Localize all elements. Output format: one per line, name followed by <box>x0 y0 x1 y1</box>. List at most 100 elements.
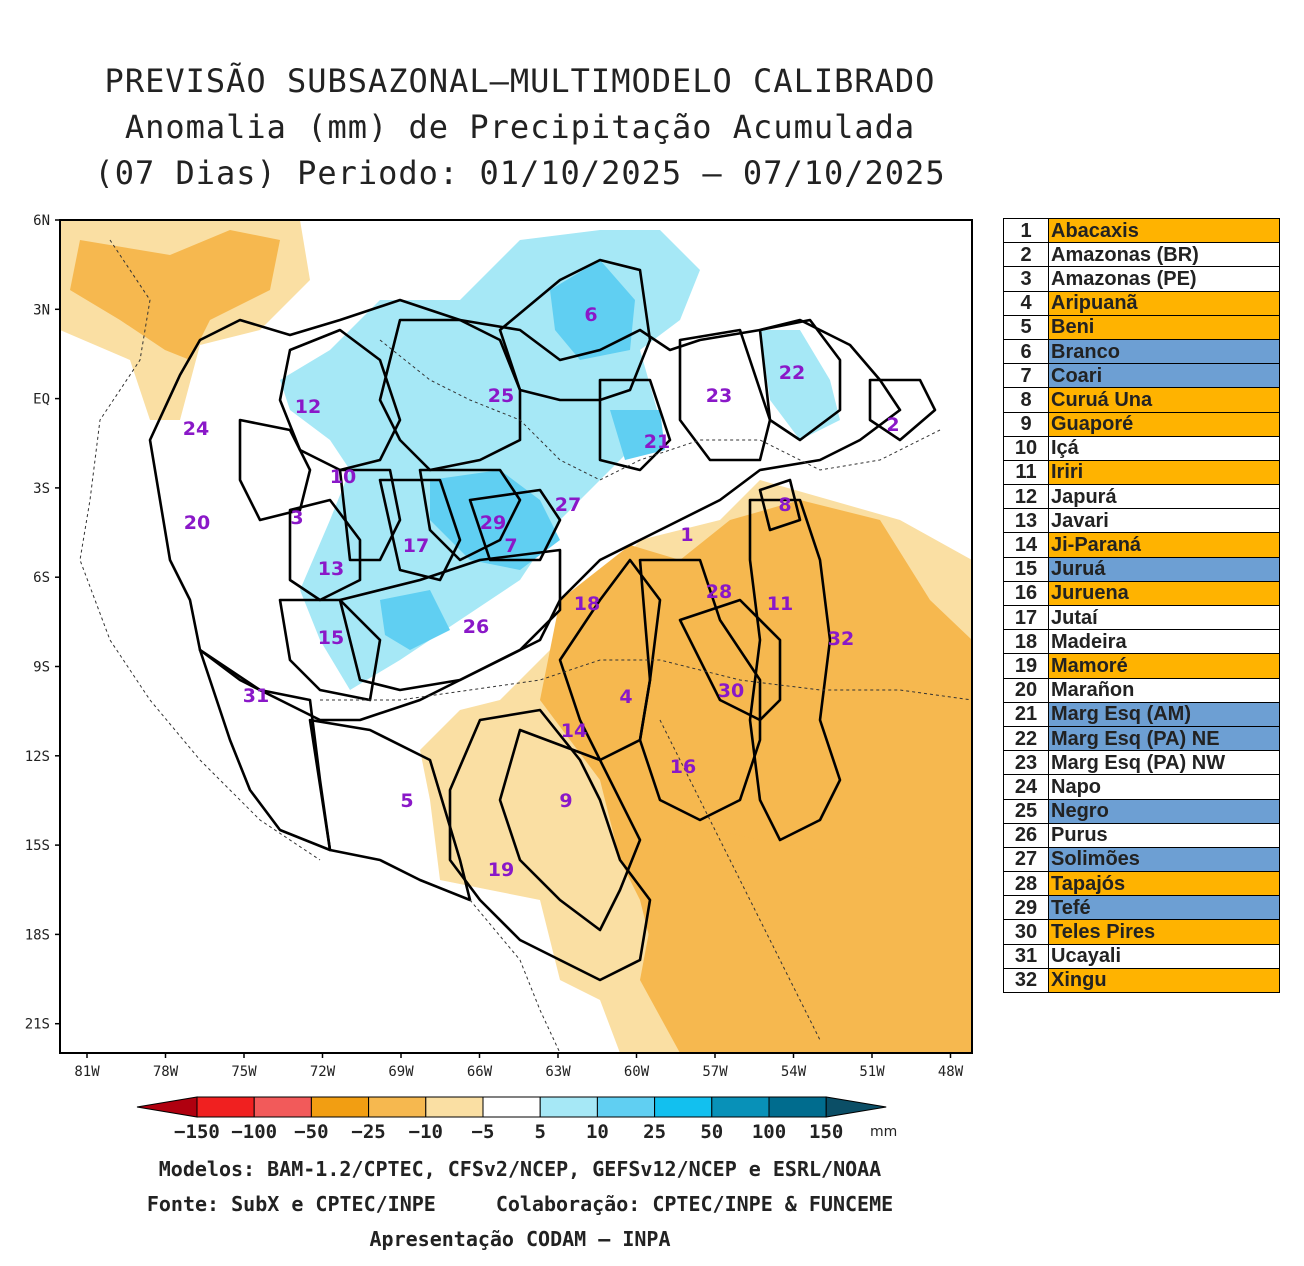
lon-tick-label: 48W <box>938 1064 964 1080</box>
basin-row-9: 9 Guaporé <box>1003 411 1280 437</box>
basin-row-29: 29 Tefé <box>1003 895 1280 921</box>
colorbar-unit: mm <box>870 1124 897 1140</box>
basin-row-7: 7 Coari <box>1003 363 1280 389</box>
basin-row-22: 22 Marg Esq (PA) NE <box>1003 725 1280 752</box>
colorbar: −150 −100 −50 −25 −10 −5 5 10 25 50 100 150 mm <box>136 1096 897 1143</box>
basin-label-21: 21 <box>644 431 670 453</box>
longitude-axis: 81W 78W 75W 72W 69W 66W 63W 60W 57W 54W 51W 48W <box>74 1053 964 1080</box>
basin-number: 27 <box>1003 846 1049 873</box>
lat-tick-label: 15S <box>25 838 50 854</box>
colorbar-tick-label: 5 <box>534 1121 545 1143</box>
colorbar-tick-label: 150 <box>809 1121 843 1143</box>
colorbar-swatch <box>768 1096 827 1118</box>
basin-number: 17 <box>1003 604 1049 631</box>
basin-name: Amazonas (PE) <box>1048 266 1280 292</box>
basin-row-15: 15 Juruá <box>1003 556 1280 582</box>
basin-number: 15 <box>1003 556 1049 582</box>
basin-number: 16 <box>1003 580 1049 607</box>
basin-number: 4 <box>1003 290 1049 316</box>
basin-row-1: 1 Abacaxis <box>1003 217 1280 244</box>
basin-number: 29 <box>1003 895 1049 921</box>
basin-row-4: 4 Aripuanã <box>1003 290 1280 316</box>
basin-row-31: 31 Ucayali <box>1003 943 1280 969</box>
basin-label-22: 22 <box>779 362 805 384</box>
basin-name: Içá <box>1048 435 1280 461</box>
colorbar-swatch <box>654 1096 713 1118</box>
basin-number: 3 <box>1003 266 1049 292</box>
lon-tick-label: 72W <box>310 1064 336 1080</box>
basin-label-15: 15 <box>318 627 344 649</box>
basin-number: 31 <box>1003 943 1049 969</box>
basin-row-24: 24 Napo <box>1003 774 1280 800</box>
lat-tick-label: 12S <box>25 749 50 765</box>
basin-number: 19 <box>1003 653 1049 679</box>
basin-number: 8 <box>1003 387 1049 413</box>
lat-tick-label: EQ <box>33 392 50 408</box>
basin-label-30: 30 <box>718 680 744 702</box>
basin-name: Purus <box>1048 822 1280 848</box>
basin-row-30: 30 Teles Pires <box>1003 919 1280 945</box>
basin-name: Solimões <box>1048 846 1280 873</box>
basin-number: 14 <box>1003 532 1049 558</box>
colorbar-swatch <box>136 1096 198 1118</box>
basin-number-labels: 1234567891011121314151617181920212223242… <box>183 304 900 881</box>
colorbar-swatch <box>425 1096 484 1118</box>
basin-row-19: 19 Mamoré <box>1003 653 1280 679</box>
basin-number: 11 <box>1003 459 1049 486</box>
basin-label-12: 12 <box>295 396 321 418</box>
basin-row-13: 13 Javari <box>1003 508 1280 534</box>
basin-label-1: 1 <box>680 524 693 546</box>
colorbar-swatch <box>711 1096 770 1118</box>
lon-tick-label: 78W <box>153 1064 179 1080</box>
lat-tick-label: 3S <box>33 481 50 497</box>
basin-row-26: 26 Purus <box>1003 822 1280 848</box>
basin-label-4: 4 <box>619 686 632 708</box>
basin-number: 30 <box>1003 919 1049 945</box>
colorbar-tick-label: 10 <box>586 1121 609 1143</box>
basin-row-14: 14 Ji-Paraná <box>1003 532 1280 558</box>
colorbar-swatch <box>253 1096 312 1118</box>
country-borders <box>79 239 973 1054</box>
basin-name: Teles Pires <box>1048 919 1280 945</box>
basin-label-28: 28 <box>706 581 732 603</box>
colorbar-swatch <box>310 1096 370 1118</box>
basin-legend-table: 1 Abacaxis 2 Amazonas (BR) 3 Amazonas (PE) 4 Ar… <box>1003 217 1280 994</box>
basin-label-11: 11 <box>767 593 793 615</box>
colorbar-tick-label: −100 <box>231 1121 277 1143</box>
basin-row-18: 18 Madeira <box>1003 629 1280 655</box>
basin-label-25: 25 <box>488 385 514 407</box>
basin-number: 12 <box>1003 484 1049 510</box>
colorbar-swatch <box>825 1096 887 1118</box>
basin-name: Juruena <box>1048 580 1280 607</box>
chart-title-line-2: Anomalia (mm) de Precipitação Acumulada <box>124 108 916 146</box>
basin-row-16: 16 Juruena <box>1003 580 1280 607</box>
basin-name: Juruá <box>1048 556 1280 582</box>
lat-tick-label: 6S <box>33 570 50 586</box>
basin-number: 20 <box>1003 677 1049 703</box>
lon-tick-label: 54W <box>781 1064 807 1080</box>
basin-number: 2 <box>1003 242 1049 268</box>
basin-number: 7 <box>1003 363 1049 389</box>
basin-row-17: 17 Jutaí <box>1003 604 1280 631</box>
basin-name: Negro <box>1048 798 1280 824</box>
basin-name: Madeira <box>1048 629 1280 655</box>
basin-row-23: 23 Marg Esq (PA) NW <box>1003 750 1280 776</box>
latitude-axis: 6N 3N EQ 3S 6S 9S 12S 15S 18S 21S <box>25 213 60 1033</box>
basin-number: 23 <box>1003 750 1049 776</box>
basin-name: Jutaí <box>1048 604 1280 631</box>
basin-label-26: 26 <box>463 616 489 638</box>
basin-name: Javari <box>1048 508 1280 534</box>
basin-label-6: 6 <box>584 304 597 326</box>
lon-tick-label: 75W <box>231 1064 257 1080</box>
basin-number: 18 <box>1003 629 1049 655</box>
basin-label-32: 32 <box>828 628 854 650</box>
chart-title-line-1: PREVISÃO SUBSAZONAL—MULTIMODELO CALIBRAD… <box>104 62 936 100</box>
basin-name: Curuá Una <box>1048 387 1280 413</box>
lat-tick-label: 6N <box>33 213 50 229</box>
basin-name: Amazonas (BR) <box>1048 242 1280 268</box>
basin-number: 10 <box>1003 435 1049 461</box>
colorbar-tick-label: −50 <box>294 1121 328 1143</box>
basin-label-5: 5 <box>400 790 413 812</box>
basin-name: Marg Esq (AM) <box>1048 701 1280 727</box>
basin-row-28: 28 Tapajós <box>1003 871 1280 897</box>
